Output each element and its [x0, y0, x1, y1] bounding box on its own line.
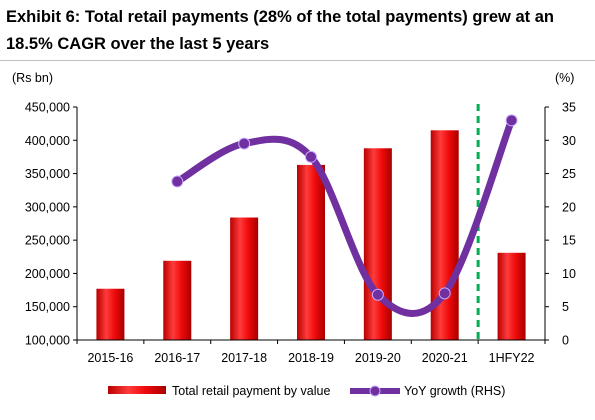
legend: Total retail payment by value YoY growth…	[108, 384, 505, 398]
legend-line-marker	[369, 385, 381, 397]
bar-1HFY22	[497, 252, 526, 340]
bar-2017-18	[230, 217, 259, 340]
right-tick-label: 20	[562, 200, 576, 214]
x-tick-label: 2019-20	[355, 351, 401, 365]
x-tick-label: 1HFY22	[489, 351, 535, 365]
growth-point-2016-17	[171, 175, 184, 188]
title-divider	[0, 60, 595, 61]
right-tick-label: 15	[562, 234, 576, 248]
right-tick-label: 0	[562, 334, 569, 348]
left-tick-label: 100,000	[25, 334, 70, 348]
x-tick-label: 2018-19	[288, 351, 334, 365]
x-tick-label: 2020-21	[422, 351, 468, 365]
left-tick-label: 450,000	[25, 101, 70, 115]
growth-line	[173, 116, 516, 317]
axes-layer: (Rs bn) (%) 100,000 150,000 200,000 250,000…	[12, 71, 576, 365]
right-tick-label: 25	[562, 167, 576, 181]
legend-bar-swatch	[108, 386, 166, 394]
bars-layer	[96, 130, 526, 340]
left-tick-label: 200,000	[25, 267, 70, 281]
left-tick-label: 250,000	[25, 234, 70, 248]
left-tick-label: 350,000	[25, 167, 70, 181]
bar-2015-16	[96, 288, 125, 340]
left-tick-label: 300,000	[25, 200, 70, 214]
right-tick-label: 10	[562, 267, 576, 281]
bar-2018-19	[297, 164, 325, 340]
right-tick-label: 5	[562, 300, 569, 314]
growth-point-2019-20	[371, 288, 384, 301]
chart-title: Exhibit 6: Total retail payments (28% of…	[6, 8, 554, 53]
growth-point-2017-18	[238, 137, 251, 150]
growth-point-2018-19	[305, 150, 317, 163]
left-tick-label: 400,000	[25, 134, 70, 148]
growth-point-2020-21	[438, 287, 451, 300]
x-tick-label: 2017-18	[221, 351, 267, 365]
left-axis-label: (Rs bn)	[12, 71, 53, 85]
right-tick-label: 30	[562, 134, 576, 148]
bar-2016-17	[163, 260, 192, 340]
x-tick-label: 2016-17	[154, 351, 200, 365]
left-tick-label: 150,000	[25, 300, 70, 314]
growth-point-1HFY22	[505, 114, 518, 127]
legend-bar-label: Total retail payment by value	[172, 384, 330, 398]
legend-line-label: YoY growth (RHS)	[404, 384, 505, 398]
growth-line-layer	[171, 114, 518, 317]
x-tick-label: 2015-16	[87, 351, 133, 365]
right-tick-label: 35	[562, 101, 576, 115]
bar-2019-20	[363, 148, 392, 340]
right-axis-label: (%)	[555, 71, 574, 85]
